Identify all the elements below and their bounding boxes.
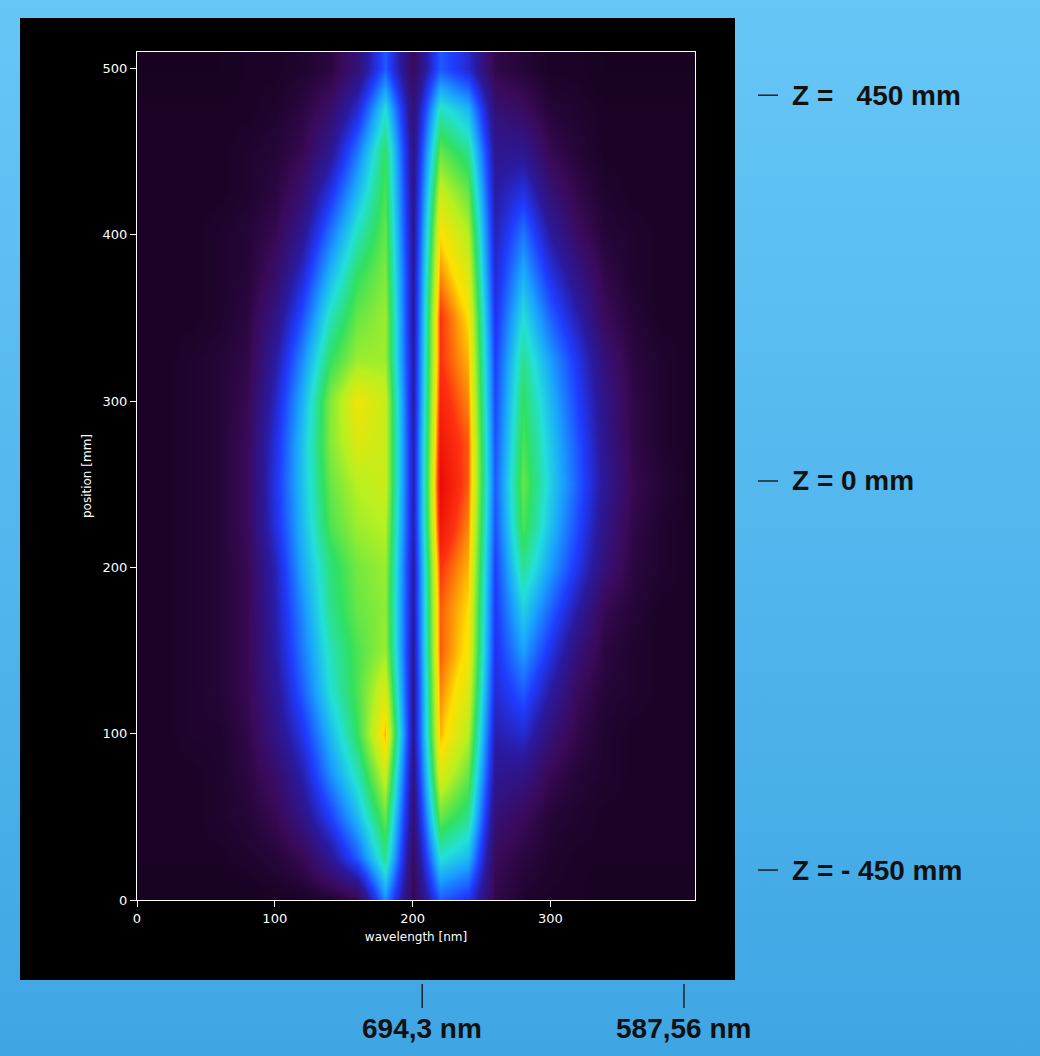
svg-text:587,56 nm: 587,56 nm	[616, 1013, 751, 1044]
svg-text:0: 0	[119, 893, 127, 908]
svg-text:200: 200	[103, 560, 128, 575]
svg-text:Z = 0 mm: Z = 0 mm	[792, 465, 914, 496]
svg-text:694,3 nm: 694,3 nm	[362, 1013, 482, 1044]
svg-text:Z = 450 mm: Z = 450 mm	[792, 80, 961, 111]
svg-text:400: 400	[103, 227, 128, 242]
svg-text:200: 200	[400, 911, 425, 926]
svg-text:300: 300	[538, 911, 563, 926]
svg-text:Z = - 450 mm: Z = - 450 mm	[792, 855, 962, 886]
svg-text:100: 100	[262, 911, 287, 926]
svg-text:500: 500	[103, 61, 128, 76]
svg-text:100: 100	[103, 726, 128, 741]
svg-text:wavelength [nm]: wavelength [nm]	[365, 930, 467, 944]
svg-text:position [mm]: position [mm]	[80, 434, 94, 518]
svg-text:0: 0	[133, 911, 141, 926]
svg-text:300: 300	[103, 394, 128, 409]
